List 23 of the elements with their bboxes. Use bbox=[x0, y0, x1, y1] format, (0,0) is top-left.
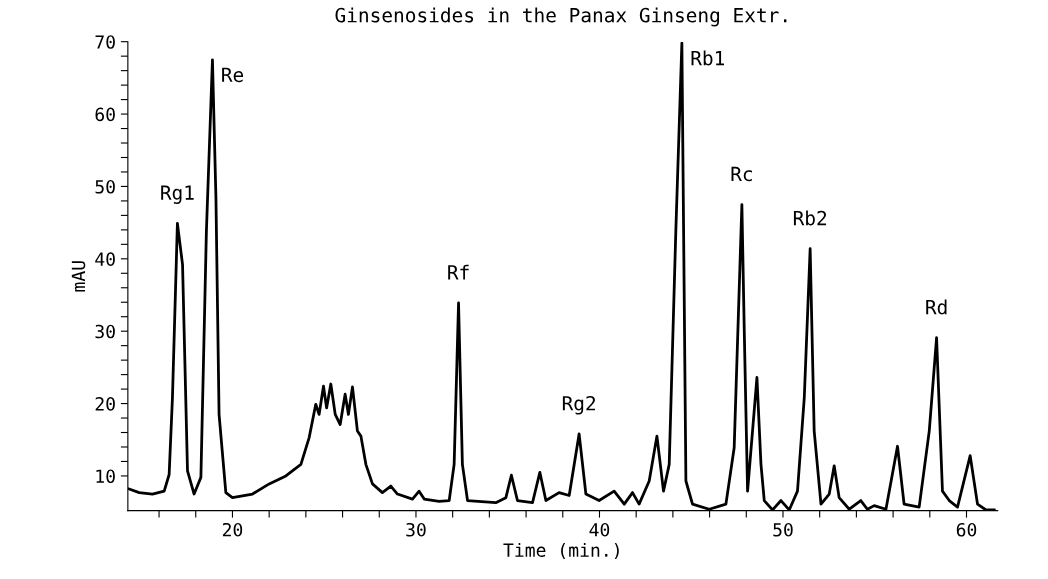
y-tick-label: 60 bbox=[95, 107, 115, 122]
annotation: Rb1 bbox=[691, 50, 725, 66]
annotation: Rd bbox=[926, 299, 947, 315]
annotation: Rg1 bbox=[161, 185, 194, 204]
x-tick-label: 30 bbox=[406, 522, 426, 537]
annotation: Rg2 bbox=[562, 395, 596, 415]
y-tick-label: 30 bbox=[95, 324, 115, 339]
y-tick-label: 70 bbox=[95, 35, 115, 49]
annotation: Rc bbox=[731, 166, 752, 182]
y-tick-label: 20 bbox=[95, 397, 115, 411]
y-tick-label: 40 bbox=[95, 252, 115, 266]
y-axis-title: mAU bbox=[71, 261, 86, 292]
annotation: Re bbox=[222, 67, 244, 83]
x-tick-label: 60 bbox=[956, 522, 977, 537]
x-tick-label: 50 bbox=[773, 522, 793, 537]
annotation: Rf bbox=[448, 264, 469, 280]
x-axis-title: Time (min.) bbox=[503, 542, 619, 560]
x-tick-label: 20 bbox=[222, 522, 243, 537]
chart-title: Ginsenosides in the Panax Ginseng Extr. bbox=[335, 7, 787, 27]
annotation: Rb2 bbox=[793, 210, 827, 226]
x-tick-label: 40 bbox=[589, 522, 610, 537]
y-tick-label: 50 bbox=[95, 179, 115, 194]
y-tick-label: 10 bbox=[96, 469, 115, 484]
